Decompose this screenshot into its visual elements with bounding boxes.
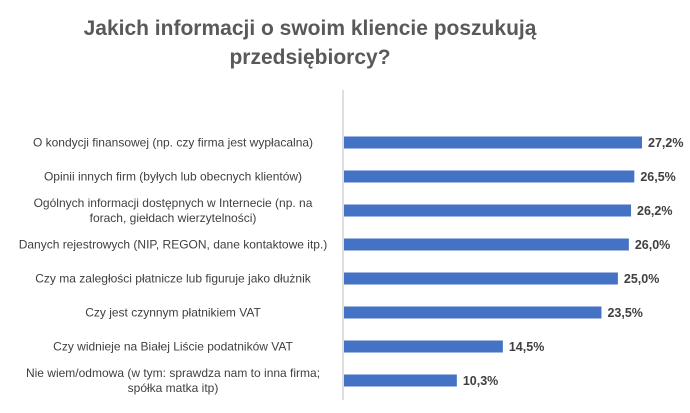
chart-title: Jakich informacji o swoim kliencie poszu… bbox=[83, 17, 537, 69]
category-label-line: Nie wiem/odmowa (w tym: sprawdza nam to … bbox=[26, 366, 320, 380]
data-label-7: 14,5% bbox=[509, 340, 544, 354]
category-label-1: O kondycji finansowej (np. czy firma jes… bbox=[33, 136, 313, 150]
category-label-line: Czy widnieje na Białej Liście podatników… bbox=[53, 340, 293, 354]
bar-2 bbox=[344, 170, 635, 183]
category-label-8: Nie wiem/odmowa (w tym: sprawdza nam to … bbox=[26, 366, 320, 395]
category-label-5: Czy ma zaległości płatnicze lub figuruje… bbox=[35, 272, 311, 286]
data-label-2: 26,5% bbox=[640, 170, 675, 184]
bar-8 bbox=[344, 374, 457, 387]
data-label-6: 23,5% bbox=[607, 306, 642, 320]
category-label-line: Ogólnych informacji dostępnych w Interne… bbox=[34, 196, 313, 210]
bar-7 bbox=[344, 340, 503, 353]
bar-5 bbox=[344, 272, 618, 285]
category-label-6: Czy jest czynnym płatnikiem VAT bbox=[85, 306, 261, 320]
bar-6 bbox=[344, 306, 602, 319]
category-label-line: O kondycji finansowej (np. czy firma jes… bbox=[33, 136, 313, 150]
category-label-line: Opinii innych firm (byłych lub obecnych … bbox=[44, 170, 302, 184]
data-label-5: 25,0% bbox=[624, 272, 659, 286]
data-label-1: 27,2% bbox=[648, 136, 683, 150]
bar-4 bbox=[344, 238, 629, 251]
category-label-line: forach, giełdach wierzytelności) bbox=[90, 211, 257, 225]
category-label-2: Opinii innych firm (byłych lub obecnych … bbox=[44, 170, 302, 184]
data-label-4: 26,0% bbox=[635, 238, 670, 252]
category-label-line: Czy jest czynnym płatnikiem VAT bbox=[85, 306, 261, 320]
category-label-4: Danych rejestrowych (NIP, REGON, dane ko… bbox=[19, 238, 328, 252]
category-label-7: Czy widnieje na Białej Liście podatników… bbox=[53, 340, 293, 354]
bar-3 bbox=[344, 204, 632, 217]
category-label-line: Czy ma zaległości płatnicze lub figuruje… bbox=[35, 272, 311, 286]
category-label-line: spółka matka itp) bbox=[128, 381, 219, 395]
category-label-line: Danych rejestrowych (NIP, REGON, dane ko… bbox=[19, 238, 328, 252]
bar-1 bbox=[344, 136, 642, 149]
bars-layer: 27,2% O kondycji finansowej (np. czy firm… bbox=[19, 90, 683, 400]
data-label-3: 26,2% bbox=[637, 204, 672, 218]
category-label-3: Ogólnych informacji dostępnych w Interne… bbox=[34, 196, 313, 225]
data-label-8: 10,3% bbox=[463, 374, 498, 388]
